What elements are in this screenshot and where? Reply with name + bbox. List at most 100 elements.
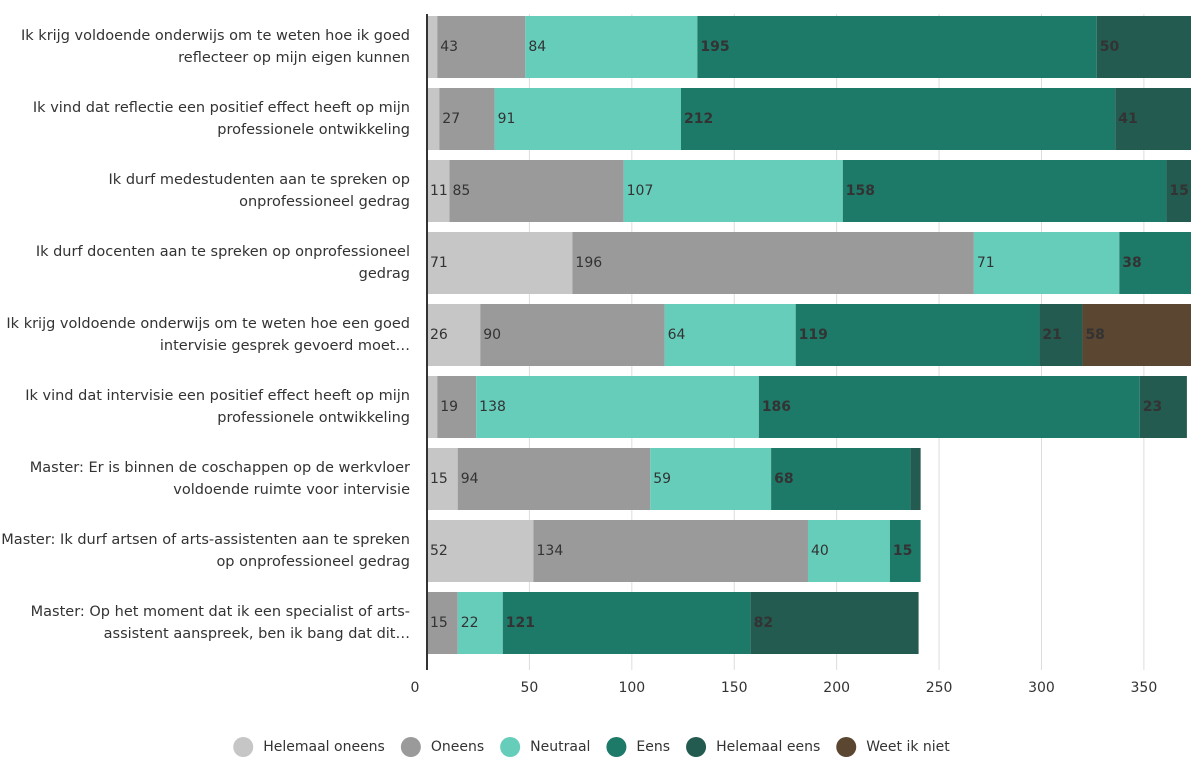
bar-segment	[494, 88, 681, 150]
category-label: Ik durf docenten aan te spreken op onpro…	[35, 244, 410, 282]
bar-segment	[758, 376, 1140, 438]
data-label: 186	[762, 399, 791, 415]
data-label: 90	[483, 327, 501, 343]
bar-segment	[525, 16, 698, 78]
bar-segment	[1082, 304, 1191, 366]
data-label: 15	[893, 543, 912, 559]
legend-swatch	[233, 737, 254, 757]
bar-segment	[650, 448, 772, 510]
data-label: 21	[1042, 327, 1061, 343]
data-label: 138	[479, 399, 506, 415]
category-label: Ik krijg voldoende onderwijs om te weten…	[21, 28, 410, 66]
bar-segment	[427, 376, 438, 438]
bar-segment	[889, 520, 921, 582]
bar-segment	[1039, 304, 1083, 366]
data-label: 212	[684, 111, 713, 127]
bar-segment	[502, 592, 751, 654]
x-tick-label: 350	[1131, 680, 1158, 696]
data-label: 58	[1085, 327, 1104, 343]
data-label: 15	[430, 615, 448, 631]
data-label: 84	[528, 39, 546, 55]
legend-swatch	[836, 737, 857, 757]
data-label: 19	[440, 399, 458, 415]
data-label: 38	[1122, 255, 1141, 271]
bar-segment	[807, 520, 890, 582]
data-label: 40	[811, 543, 829, 559]
bar-segment	[1119, 232, 1191, 294]
data-label: 11	[430, 183, 448, 199]
x-tick-label: 200	[823, 680, 850, 696]
bar-segment	[664, 304, 796, 366]
bar-segment	[910, 448, 921, 510]
x-tick-label: 50	[520, 680, 538, 696]
legend-swatch	[606, 737, 627, 757]
category-label: Ik durf medestudenten aan te spreken op …	[108, 172, 410, 210]
bar-segment	[572, 232, 974, 294]
category-label: Master: Ik durf artsen of arts-assistent…	[1, 532, 410, 570]
data-label: 134	[537, 543, 564, 559]
category-label: Ik krijg voldoende onderwijs om te weten…	[6, 316, 410, 354]
bar-segment	[437, 16, 526, 78]
bar-segment	[457, 592, 503, 654]
data-label: 94	[461, 471, 479, 487]
data-label: 64	[668, 327, 686, 343]
data-label: 15	[430, 471, 448, 487]
bar-segment	[842, 160, 1167, 222]
bar-segment	[680, 88, 1116, 150]
bar-segment	[427, 16, 438, 78]
data-label: 23	[1143, 399, 1162, 415]
bar-segment	[427, 88, 440, 150]
bar-segment	[1096, 16, 1191, 78]
bar-segment	[437, 376, 477, 438]
data-label: 26	[430, 327, 448, 343]
data-label: 52	[430, 543, 448, 559]
bar-segment	[795, 304, 1040, 366]
data-label: 71	[430, 255, 448, 271]
legend-label: Neutraal	[530, 739, 590, 755]
data-label: 22	[461, 615, 479, 631]
data-label: 121	[506, 615, 535, 631]
bar-segment	[623, 160, 843, 222]
legend-swatch	[686, 737, 707, 757]
data-label: 158	[846, 183, 875, 199]
bar-segment	[427, 160, 450, 222]
bar-segment	[427, 448, 458, 510]
x-tick-label: 0	[411, 680, 420, 696]
legend-label: Eens	[636, 739, 670, 755]
data-label: 71	[977, 255, 995, 271]
category-label: Ik vind dat reflectie een positief effec…	[32, 100, 410, 138]
bar-segment	[449, 160, 624, 222]
category-label: Master: Op het moment dat ik een special…	[30, 604, 410, 642]
x-tick-label: 100	[618, 680, 645, 696]
data-label: 85	[453, 183, 471, 199]
bar-segment	[1166, 160, 1191, 222]
bar-segment	[457, 448, 651, 510]
legend-label: Helemaal eens	[716, 739, 820, 755]
bar-segment	[427, 232, 573, 294]
data-label: 43	[440, 39, 458, 55]
bar-segment	[1115, 88, 1191, 150]
data-label: 195	[700, 39, 729, 55]
legend-swatch	[400, 737, 421, 757]
bar-segment	[427, 592, 458, 654]
bar-segment	[476, 376, 759, 438]
bar-segment	[973, 232, 1120, 294]
category-label: Ik vind dat intervisie een positief effe…	[25, 388, 410, 426]
bar-segment	[771, 448, 911, 510]
data-label: 41	[1118, 111, 1137, 127]
data-label: 15	[1169, 183, 1188, 199]
data-label: 82	[754, 615, 773, 631]
bar-segment	[480, 304, 665, 366]
x-tick-label: 250	[926, 680, 953, 696]
bar-segment	[750, 592, 919, 654]
data-label: 119	[799, 327, 828, 343]
bar-segment	[1139, 376, 1187, 438]
bar-segment	[427, 520, 534, 582]
bar-segment	[533, 520, 808, 582]
data-label: 91	[498, 111, 516, 127]
legend-label: Weet ik niet	[866, 739, 950, 755]
bar-segment	[697, 16, 1097, 78]
legend-swatch	[500, 737, 521, 757]
legend-label: Oneens	[431, 739, 484, 755]
